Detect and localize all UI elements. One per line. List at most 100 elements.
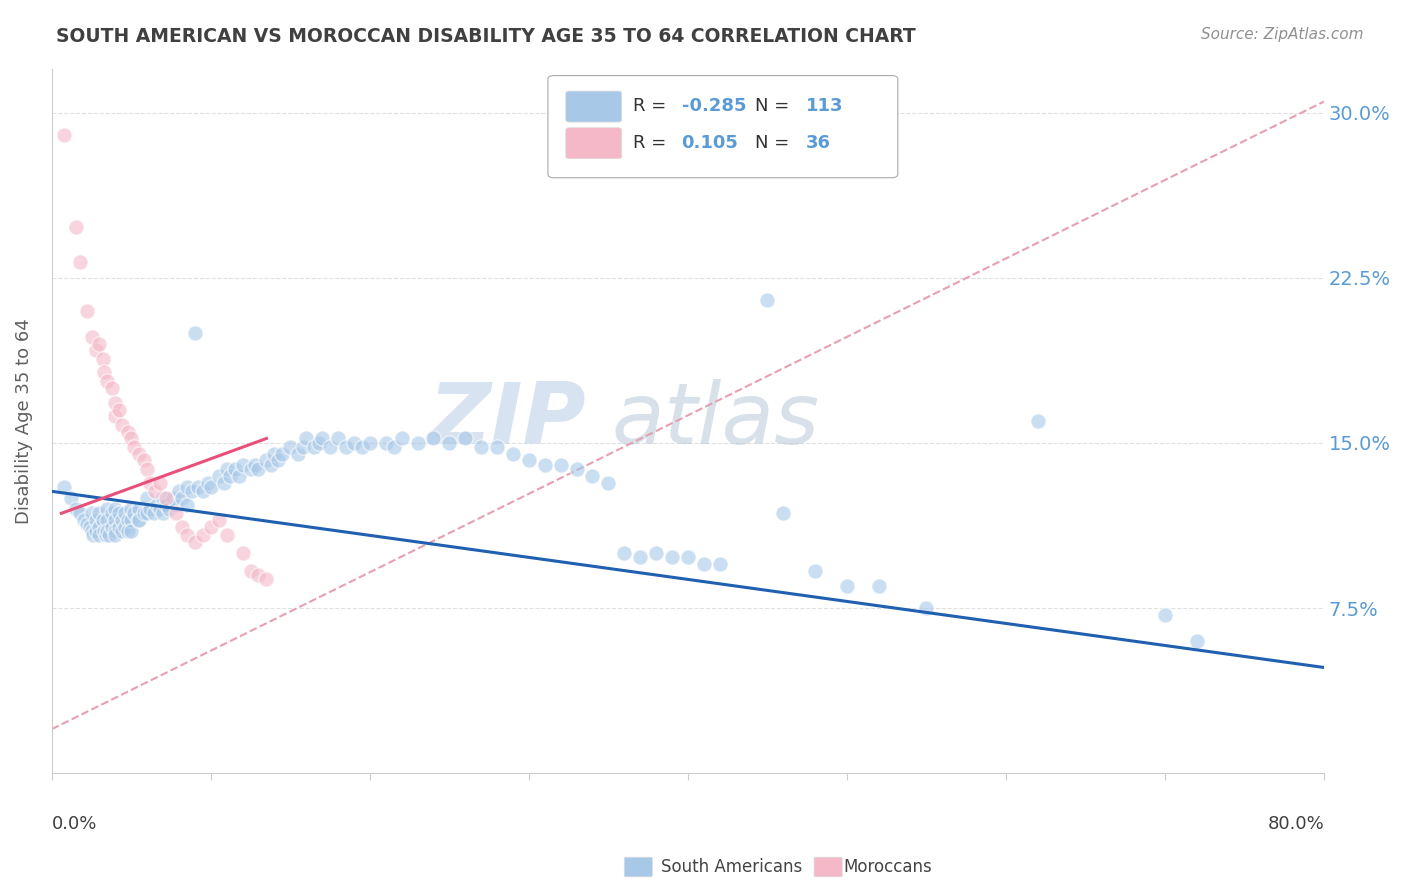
Point	[215, 528, 238, 542]
Point	[107, 402, 129, 417]
Point	[124, 440, 146, 454]
Point	[124, 506, 146, 520]
Point	[319, 440, 342, 454]
Point	[374, 435, 396, 450]
Point	[184, 535, 207, 549]
Point	[247, 462, 270, 476]
Point	[208, 513, 231, 527]
Point	[756, 293, 779, 307]
Point	[91, 513, 114, 527]
Point	[136, 462, 159, 476]
Point	[311, 432, 333, 446]
Point	[65, 502, 87, 516]
Point	[96, 374, 118, 388]
FancyBboxPatch shape	[548, 76, 898, 178]
Point	[136, 491, 159, 505]
Text: South Americans: South Americans	[661, 858, 801, 876]
Point	[107, 506, 129, 520]
Point	[93, 524, 115, 538]
Point	[302, 440, 325, 454]
Point	[165, 506, 187, 520]
Point	[120, 502, 142, 516]
Point	[96, 513, 118, 527]
Text: 113: 113	[806, 97, 844, 115]
Point	[165, 498, 187, 512]
Point	[228, 469, 250, 483]
Point	[645, 546, 668, 560]
Point	[287, 447, 309, 461]
Point	[239, 462, 262, 476]
Text: 0.0%: 0.0%	[52, 815, 97, 833]
Point	[245, 458, 267, 472]
Point	[120, 524, 142, 538]
Point	[132, 453, 155, 467]
Point	[93, 365, 115, 379]
Point	[335, 440, 357, 454]
Point	[517, 453, 540, 467]
Text: R =: R =	[633, 134, 666, 152]
Point	[200, 480, 222, 494]
Point	[53, 128, 76, 142]
Y-axis label: Disability Age 35 to 64: Disability Age 35 to 64	[15, 318, 32, 524]
Point	[835, 579, 858, 593]
Point	[139, 475, 162, 490]
Point	[104, 409, 127, 424]
Point	[613, 546, 636, 560]
Point	[101, 506, 124, 520]
Point	[96, 502, 118, 516]
Point	[89, 528, 111, 542]
Point	[142, 506, 165, 520]
Point	[114, 506, 136, 520]
Point	[155, 498, 177, 512]
Point	[89, 336, 111, 351]
Point	[709, 557, 731, 571]
Point	[120, 513, 142, 527]
Point	[278, 440, 301, 454]
Point	[359, 435, 381, 450]
Point	[94, 528, 117, 542]
Point	[191, 528, 214, 542]
Point	[176, 498, 198, 512]
Text: Moroccans: Moroccans	[844, 858, 932, 876]
Point	[256, 453, 278, 467]
Point	[101, 381, 124, 395]
Point	[76, 303, 98, 318]
Text: 80.0%: 80.0%	[1267, 815, 1324, 833]
Point	[406, 435, 429, 450]
Point	[295, 432, 318, 446]
Text: ZIP: ZIP	[429, 379, 586, 462]
Point	[69, 255, 91, 269]
Point	[470, 440, 492, 454]
Point	[76, 517, 98, 532]
Point	[59, 491, 82, 505]
Point	[114, 519, 136, 533]
Point	[232, 546, 254, 560]
Point	[382, 440, 405, 454]
Text: -0.285: -0.285	[682, 97, 747, 115]
Point	[104, 502, 127, 516]
Point	[167, 484, 190, 499]
Point	[172, 519, 194, 533]
Point	[117, 524, 139, 538]
Point	[628, 550, 651, 565]
Point	[79, 519, 101, 533]
Point	[1185, 634, 1208, 648]
Point	[1026, 414, 1049, 428]
Point	[308, 435, 330, 450]
Point	[111, 524, 134, 538]
Point	[772, 506, 794, 520]
Point	[101, 519, 124, 533]
Text: N =: N =	[755, 97, 790, 115]
Text: 36: 36	[806, 134, 831, 152]
Text: Source: ZipAtlas.com: Source: ZipAtlas.com	[1201, 27, 1364, 42]
Text: N =: N =	[755, 134, 790, 152]
Point	[180, 484, 202, 499]
Point	[162, 491, 184, 505]
Point	[89, 506, 111, 520]
Point	[139, 502, 162, 516]
Point	[127, 513, 149, 527]
Point	[266, 453, 288, 467]
Point	[155, 491, 177, 505]
Point	[117, 425, 139, 439]
Text: atlas: atlas	[612, 379, 820, 462]
